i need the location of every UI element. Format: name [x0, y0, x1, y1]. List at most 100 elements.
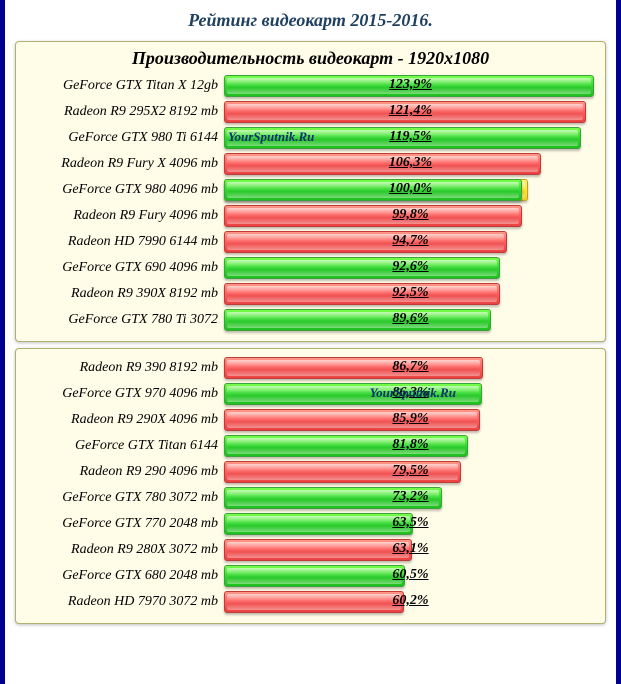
row-label: Radeon R9 Fury 4096 mb [24, 208, 224, 224]
row-label: GeForce GTX 780 3072 mb [24, 490, 224, 506]
bar-area: 86,7% [224, 357, 597, 379]
percent-label: 94,7% [392, 233, 428, 249]
percent-label: 60,2% [392, 593, 428, 609]
chart-row: Radeon HD 7990 6144 mb 94,7% [24, 229, 597, 255]
chart-row: Radeon HD 7970 3072 mb 60,2% [24, 589, 597, 615]
panels-container: Производительность видеокарт - 1920x1080… [5, 41, 616, 624]
row-label: GeForce GTX Titan 6144 [24, 438, 224, 454]
row-label: Radeon R9 290 4096 mb [24, 464, 224, 480]
row-label: Radeon R9 390X 8192 mb [24, 286, 224, 302]
bar-area: 79,5% [224, 461, 597, 483]
row-label: GeForce GTX 980 4096 mb [24, 182, 224, 198]
bar [224, 539, 412, 561]
bar [224, 565, 405, 587]
bar-area: 73,2% [224, 487, 597, 509]
chart-row: Radeon R9 290 4096 mb 79,5% [24, 459, 597, 485]
chart-row: GeForce GTX 970 4096 mb86,3%YourSputnik.… [24, 381, 597, 407]
chart-row: GeForce GTX 980 Ti 6144 119,5% YourSputnik… [24, 125, 597, 151]
chart-row: GeForce GTX 770 2048 mb 63,5% [24, 511, 597, 537]
bar-area: 123,9% [224, 75, 597, 97]
row-label: Radeon HD 7970 3072 mb [24, 594, 224, 610]
row-label: Radeon R9 280X 3072 mb [24, 542, 224, 558]
row-label: GeForce GTX 780 Ti 3072 [24, 312, 224, 328]
chart-row: GeForce GTX Titan 6144 81,8% [24, 433, 597, 459]
panel-subtitle: Производительность видеокарт - 1920x1080 [24, 48, 597, 69]
chart-row: GeForce GTX 780 3072 mb 73,2% [24, 485, 597, 511]
bar-area: 86,3%YourSputnik.Ru [224, 383, 597, 405]
bar-area: 100,0% [224, 179, 597, 201]
bar [224, 513, 413, 535]
chart-row: Radeon R9 295X2 8192 mb 121,4% [24, 99, 597, 125]
row-label: GeForce GTX Titan X 12gb [24, 78, 224, 94]
bar [224, 257, 500, 279]
percent-label: 60,5% [392, 567, 428, 583]
watermark-text: YourSputnik.Ru [370, 385, 456, 401]
bar [224, 409, 480, 431]
chart-row: Radeon R9 290X 4096 mb 85,9% [24, 407, 597, 433]
percent-label: 92,5% [392, 285, 428, 301]
bar [224, 231, 507, 253]
chart-panel: Radeon R9 390 8192 mb 86,7% GeForce GTX 97… [15, 348, 606, 624]
percent-label: 63,5% [392, 515, 428, 531]
percent-label: 63,1% [392, 541, 428, 557]
percent-label: 121,4% [389, 103, 432, 119]
percent-label: 100,0% [389, 181, 432, 197]
chart-row: Radeon R9 390 8192 mb 86,7% [24, 355, 597, 381]
row-label: GeForce GTX 770 2048 mb [24, 516, 224, 532]
bar-area: 92,5% [224, 283, 597, 305]
bar-area: 106,3% [224, 153, 597, 175]
percent-label: 85,9% [392, 411, 428, 427]
bar [224, 283, 500, 305]
bar [224, 591, 404, 613]
bar-area: 63,1% [224, 539, 597, 561]
chart-row: GeForce GTX 780 Ti 3072 89,6% [24, 307, 597, 333]
chart-row: Radeon R9 Fury 4096 mb 99,8% [24, 203, 597, 229]
row-label: GeForce GTX 970 4096 mb [24, 386, 224, 402]
row-label: Radeon R9 295X2 8192 mb [24, 104, 224, 120]
row-label: Radeon R9 390 8192 mb [24, 360, 224, 376]
chart-row: GeForce GTX 980 4096 mb 100,0% [24, 177, 597, 203]
bar [224, 153, 541, 175]
bar [224, 179, 522, 201]
bar-area: 99,8% [224, 205, 597, 227]
row-label: GeForce GTX 680 2048 mb [24, 568, 224, 584]
chart-row: Radeon R9 280X 3072 mb 63,1% [24, 537, 597, 563]
page-title: Рейтинг видеокарт 2015-2016. [5, 0, 616, 37]
watermark-text: YourSputnik.Ru [228, 129, 314, 145]
bar-area: 85,9% [224, 409, 597, 431]
bar-area: 92,6% [224, 257, 597, 279]
bar-area: 121,4% [224, 101, 597, 123]
bar-area: 89,6% [224, 309, 597, 331]
chart-row: GeForce GTX Titan X 12gb 123,9% [24, 73, 597, 99]
gpu-benchmark-chart: Рейтинг видеокарт 2015-2016. Производите… [0, 0, 621, 684]
row-label: Radeon HD 7990 6144 mb [24, 234, 224, 250]
bar-area: 60,2% [224, 591, 597, 613]
percent-label: 106,3% [389, 155, 432, 171]
chart-row: GeForce GTX 680 2048 mb 60,5% [24, 563, 597, 589]
bar-area: 81,8% [224, 435, 597, 457]
percent-label: 79,5% [392, 463, 428, 479]
bar-area: 60,5% [224, 565, 597, 587]
chart-row: Radeon R9 390X 8192 mb 92,5% [24, 281, 597, 307]
percent-label: 73,2% [392, 489, 428, 505]
bar-area: 119,5% YourSputnik.Ru [224, 127, 597, 149]
chart-row: Radeon R9 Fury X 4096 mb 106,3% [24, 151, 597, 177]
chart-panel: Производительность видеокарт - 1920x1080… [15, 41, 606, 342]
bar-area: 63,5% [224, 513, 597, 535]
row-label: Radeon R9 290X 4096 mb [24, 412, 224, 428]
percent-label: 119,5% [389, 129, 431, 145]
row-label: Radeon R9 Fury X 4096 mb [24, 156, 224, 172]
bar [224, 309, 491, 331]
chart-row: GeForce GTX 690 4096 mb 92,6% [24, 255, 597, 281]
percent-label: 86,7% [392, 359, 428, 375]
percent-label: 99,8% [392, 207, 428, 223]
bar [224, 435, 468, 457]
row-label: GeForce GTX 980 Ti 6144 [24, 130, 224, 146]
bar [224, 205, 522, 227]
percent-label: 123,9% [389, 77, 432, 93]
percent-label: 92,6% [392, 259, 428, 275]
percent-label: 81,8% [392, 437, 428, 453]
row-label: GeForce GTX 690 4096 mb [24, 260, 224, 276]
bar [224, 357, 483, 379]
percent-label: 89,6% [392, 311, 428, 327]
